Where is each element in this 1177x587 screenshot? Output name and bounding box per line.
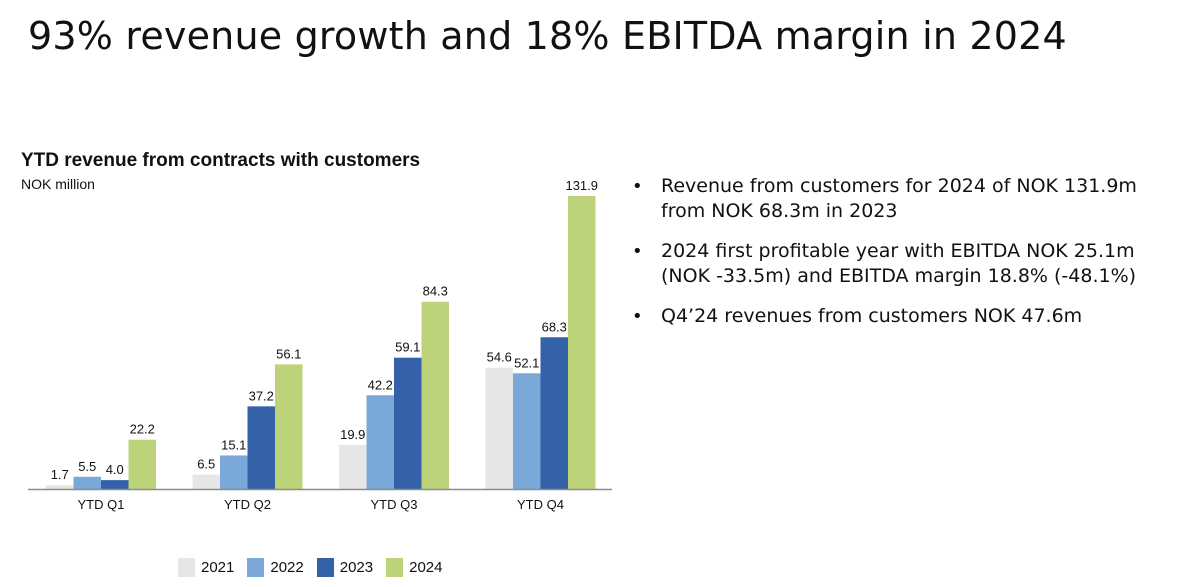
x-tick-label: YTD Q4 xyxy=(517,497,564,512)
slide-title: 93% revenue growth and 18% EBITDA margin… xyxy=(28,14,1067,58)
data-label: 59.1 xyxy=(395,340,420,355)
bar-2021-ytd-q1 xyxy=(46,485,74,489)
data-label: 1.7 xyxy=(51,467,69,482)
bar-2023-ytd-q3 xyxy=(394,357,422,489)
legend-swatch xyxy=(178,558,195,577)
legend-item-2023: 2023 xyxy=(316,558,374,577)
legend-label: 2022 xyxy=(270,559,304,576)
legend-item-2021: 2021 xyxy=(178,558,234,577)
bar-2024-ytd-q1 xyxy=(128,439,156,489)
bullet-glyph: • xyxy=(632,176,643,197)
key-points-list: • Revenue from customers for 2024 of NOK … xyxy=(632,174,1172,344)
bullet-item: • Q4’24 revenues from customers NOK 47.6m xyxy=(632,304,1172,329)
revenue-bar-chart: 1.7 5.5 4.0 22.2 YTD Q1 6.5 15.1 37.2 56.1 YTD Q2… xyxy=(28,178,612,512)
bar-2022-ytd-q2 xyxy=(220,455,248,489)
bullet-text: 2024 first profitable year with EBITDA N… xyxy=(661,240,1137,287)
data-label: 6.5 xyxy=(197,457,215,472)
data-label: 22.2 xyxy=(130,422,155,437)
data-label: 37.2 xyxy=(249,388,274,403)
bar-2024-ytd-q2 xyxy=(275,364,303,489)
legend-label: 2021 xyxy=(201,559,235,576)
data-label: 52.1 xyxy=(514,355,539,370)
bar-2021-ytd-q4 xyxy=(485,367,513,489)
data-label: 42.2 xyxy=(368,377,393,392)
bar-2021-ytd-q2 xyxy=(192,474,220,489)
bar-2023-ytd-q1 xyxy=(101,480,129,489)
bullet-glyph: • xyxy=(632,306,643,327)
bar-2024-ytd-q4 xyxy=(568,196,596,489)
bullet-glyph: • xyxy=(632,241,643,262)
data-label: 131.9 xyxy=(565,178,598,193)
x-tick-label: YTD Q3 xyxy=(371,497,418,512)
bullet-text: Revenue from customers for 2024 of NOK 1… xyxy=(661,175,1137,222)
data-label: 19.9 xyxy=(340,427,365,442)
legend-swatch xyxy=(247,558,265,577)
data-label: 15.1 xyxy=(221,437,246,452)
bar-2024-ytd-q3 xyxy=(421,301,449,489)
bar-2023-ytd-q4 xyxy=(540,337,568,489)
legend-item-2022: 2022 xyxy=(247,558,304,577)
data-label: 5.5 xyxy=(78,459,96,474)
bar-2022-ytd-q3 xyxy=(366,395,394,489)
data-label: 56.1 xyxy=(276,346,301,361)
x-tick-label: YTD Q2 xyxy=(224,497,271,512)
data-label: 4.0 xyxy=(106,462,124,477)
bar-2022-ytd-q1 xyxy=(73,476,101,489)
bar-2022-ytd-q4 xyxy=(513,373,541,489)
chart-legend: 2021 2022 2023 2024 xyxy=(178,558,456,577)
legend-swatch xyxy=(316,558,334,577)
bar-2023-ytd-q2 xyxy=(247,406,275,489)
bullet-item: • 2024 first profitable year with EBITDA … xyxy=(632,239,1172,289)
data-label: 84.3 xyxy=(423,284,448,299)
bullet-item: • Revenue from customers for 2024 of NOK … xyxy=(632,174,1172,224)
legend-label: 2023 xyxy=(339,559,374,576)
data-label: 68.3 xyxy=(542,319,567,334)
legend-swatch xyxy=(386,558,404,577)
bullet-text: Q4’24 revenues from customers NOK 47.6m xyxy=(661,305,1083,327)
legend-item-2024: 2024 xyxy=(386,558,443,577)
chart-title: YTD revenue from contracts with customer… xyxy=(21,150,421,171)
legend-label: 2024 xyxy=(409,559,443,576)
x-tick-label: YTD Q1 xyxy=(78,497,125,512)
chart-unit-label: NOK million xyxy=(21,176,95,192)
bar-2021-ytd-q3 xyxy=(339,444,367,489)
data-label: 54.6 xyxy=(487,350,512,365)
